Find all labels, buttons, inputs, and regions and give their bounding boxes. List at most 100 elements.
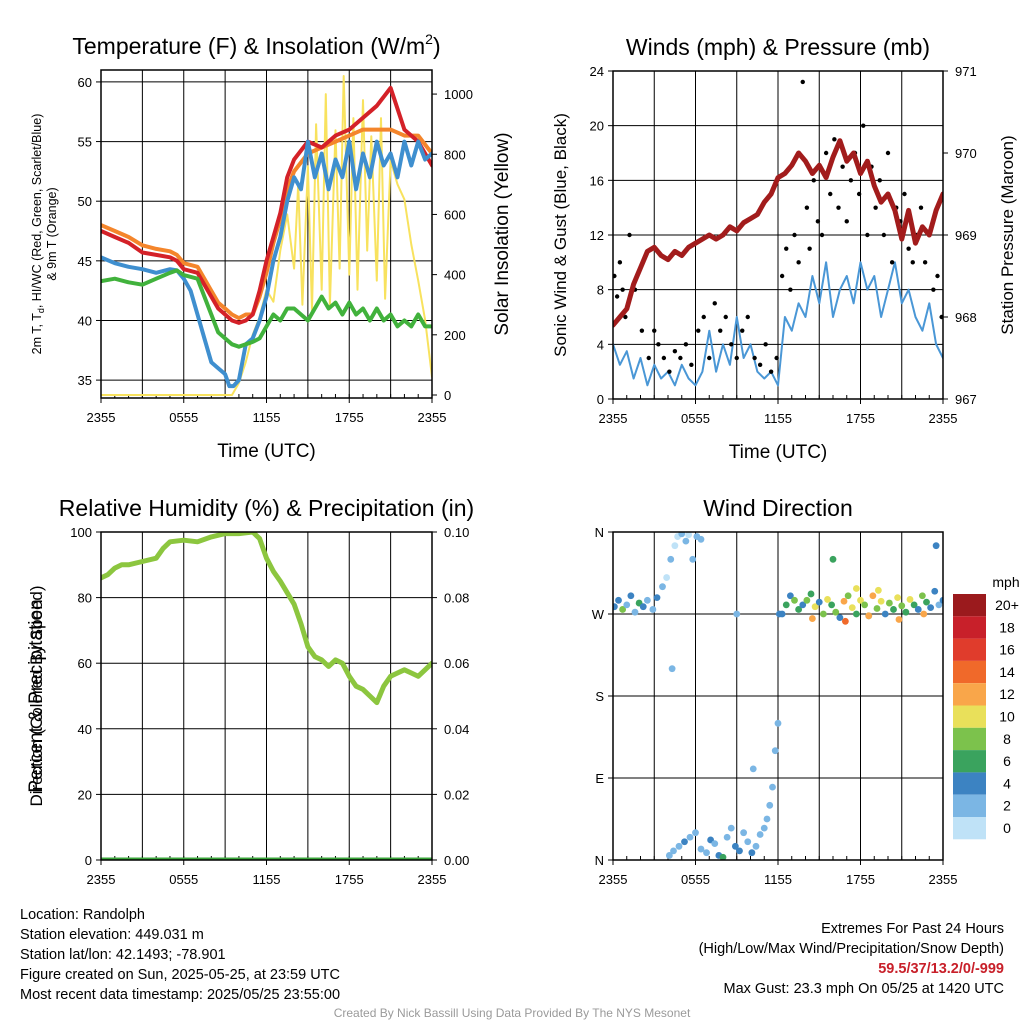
legend-label: 16 [999, 642, 1015, 658]
data-point [877, 178, 882, 183]
data-point [678, 355, 683, 361]
wind-direction-point [857, 596, 864, 604]
station-latlon: Station lat/lon: 42.1493; -78.901 [20, 947, 226, 963]
data-point [623, 314, 628, 320]
wind-direction-point [799, 601, 807, 609]
x-tick-label: 1755 [846, 872, 875, 887]
chart-title: Winds (mph) & Pressure (mb) [626, 34, 930, 60]
wind-direction-point [703, 849, 710, 857]
plot-area-rh [101, 532, 432, 860]
data-point [856, 191, 862, 197]
x-tick-label: 1755 [846, 411, 875, 426]
wind-direction-point [675, 842, 683, 850]
data-point [652, 328, 657, 333]
wind-direction-point [877, 597, 885, 605]
data-point [784, 246, 789, 251]
plot-area-temp [101, 75, 432, 396]
wind-direction-point [692, 829, 699, 837]
data-point [701, 314, 706, 320]
y2-tick-label: 0 [444, 388, 451, 403]
wind-direction-point [723, 833, 731, 841]
legend-swatch [953, 727, 986, 751]
wind-direction-point [885, 599, 893, 607]
data-point [836, 205, 841, 210]
wind-direction-point [613, 603, 618, 611]
wind-direction-point [836, 614, 844, 622]
station-info: Location: Randolph Station elevation: 44… [20, 905, 340, 1005]
data-point [873, 205, 878, 210]
wind-direction-point [670, 847, 677, 855]
series-line-0 [101, 532, 432, 706]
y2-axis-label: Station Pressure (Maroon) [998, 135, 1017, 334]
wind-direction-point [678, 532, 686, 538]
wind-direction-point [733, 610, 741, 618]
wind-direction-point [791, 596, 798, 604]
wind-direction-point [935, 601, 943, 609]
wind-direction-point [902, 608, 910, 616]
wind-direction-point [811, 603, 819, 611]
y-tick-label: 55 [78, 135, 92, 150]
wind-direction-point [775, 610, 783, 618]
chart-title-text: Temperature (F) & Insolation (W/m [72, 33, 425, 59]
legend-label: 6 [1003, 753, 1011, 769]
data-point [811, 178, 816, 183]
wind-direction-point [829, 555, 837, 563]
y-axis-label-line2: & 9m T (Orange) [45, 187, 59, 280]
data-point [861, 123, 866, 128]
wind-direction-point [795, 606, 803, 613]
y-tick-label: N [595, 853, 604, 868]
y-tick-label: 60 [78, 75, 92, 90]
y2-tick-label: 968 [955, 310, 977, 325]
wind-direction-point [681, 838, 688, 846]
data-point [757, 362, 763, 368]
wind-direction-point [697, 845, 705, 853]
chart-wdir: N E S W N 2355 0555 1155 1755 2355 mph 20+ 18 16 14 12 1… [27, 495, 1020, 887]
y2-tick-label: 967 [955, 392, 977, 407]
data-point [683, 342, 689, 347]
y-tick-label: 0 [85, 853, 92, 868]
wind-direction-point [918, 592, 926, 600]
y2-tick-label: 0.08 [444, 591, 469, 606]
x-tick-label: 2355 [418, 872, 447, 887]
y2-tick-label: 1000 [444, 87, 473, 102]
chart-title-close: ) [433, 33, 441, 59]
data-point [617, 260, 623, 265]
plot-frame [100, 531, 433, 861]
y-tick-label: 45 [78, 254, 92, 269]
data-point [918, 205, 924, 210]
data-point [729, 342, 734, 347]
wind-direction-point [808, 615, 816, 622]
station-elevation: Station elevation: 449.031 m [20, 927, 204, 943]
wind-direction-point [643, 596, 651, 604]
y-tick-label: 40 [78, 313, 92, 328]
data-point [881, 232, 887, 238]
wind-direction-point [898, 602, 906, 610]
data-point [740, 328, 745, 333]
legend-swatch [953, 660, 986, 684]
y-tick-label: 100 [70, 525, 92, 540]
chart-title: Temperature (F) & Insolation (W/m2) [72, 31, 440, 59]
x-tick-label: 0555 [681, 411, 710, 426]
extremes-panel: Extremes For Past 24 Hours (High/Low/Max… [699, 919, 1004, 999]
max-gust: Max Gust: 23.3 mph On 05/25 at 1420 UTC [723, 981, 1004, 997]
y2-tick-label: 0.10 [444, 525, 469, 540]
x-tick-label: 1155 [764, 411, 792, 426]
y-tick-label: W [592, 607, 605, 622]
wind-direction-point [932, 542, 940, 550]
data-point [763, 342, 768, 347]
data-point [931, 287, 936, 292]
wind-direction-point [615, 596, 622, 604]
plot-frame [100, 69, 433, 399]
y-tick-label: 20 [78, 787, 92, 802]
y2-tick-label: 800 [444, 147, 466, 162]
wind-direction-point [769, 783, 776, 791]
chart-wind: 0 4 8 12 16 20 24 967 968 969 970 971 2355 0555 1155 17… [551, 34, 1017, 463]
data-point [804, 205, 810, 210]
legend-label: 18 [999, 619, 1015, 635]
x-tick-label: 1155 [764, 872, 792, 887]
wind-direction-point [752, 842, 760, 850]
x-tick-label: 1755 [335, 872, 364, 887]
data-point [823, 150, 829, 156]
data-point [807, 246, 812, 251]
